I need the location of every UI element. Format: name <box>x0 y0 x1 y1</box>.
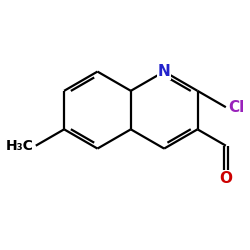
Text: Cl: Cl <box>228 100 244 115</box>
Text: H₃C: H₃C <box>6 139 34 153</box>
Text: N: N <box>158 64 170 79</box>
Text: O: O <box>219 171 232 186</box>
